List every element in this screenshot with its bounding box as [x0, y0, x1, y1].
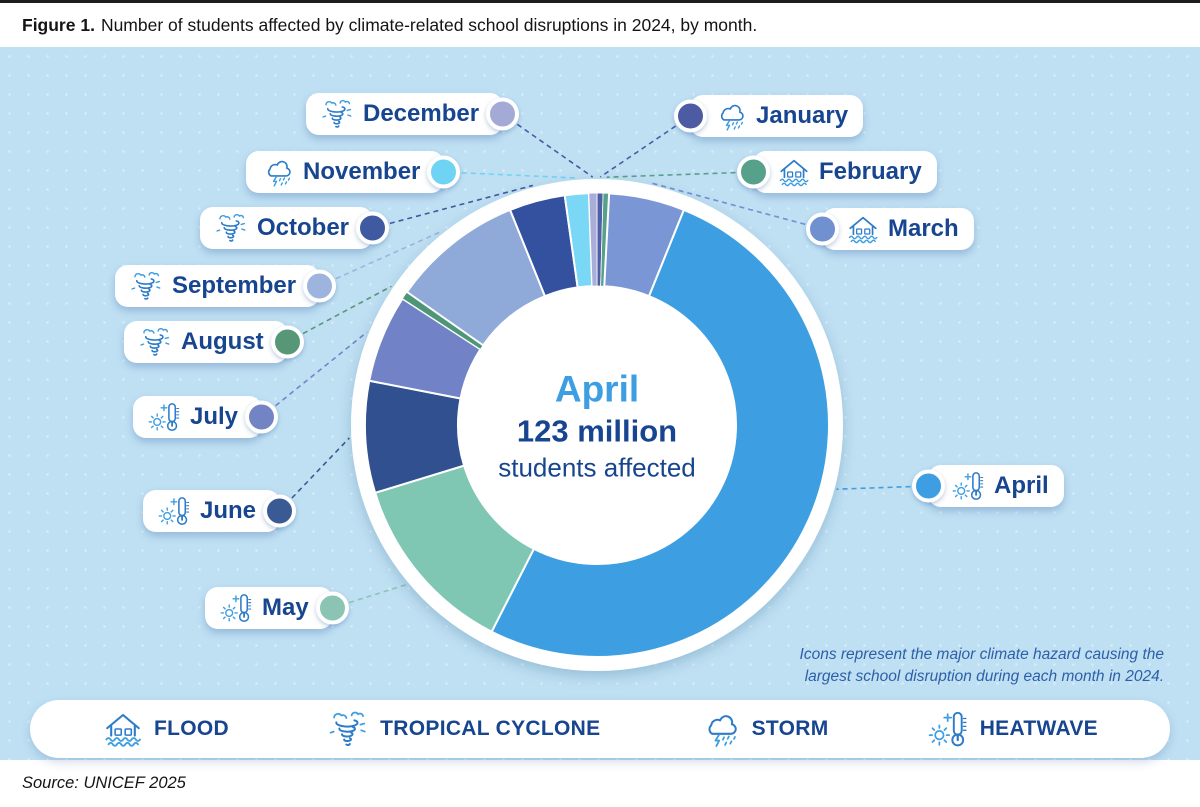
month-label-december: December — [306, 93, 520, 135]
connector-march — [650, 182, 823, 230]
connector-june — [278, 437, 350, 512]
connector-july — [261, 331, 368, 418]
center-month: April — [554, 368, 640, 410]
figure-title-bar: Figure 1. Number of students affected by… — [0, 3, 1200, 47]
center-value: 123 million — [516, 413, 678, 449]
month-label-may: May — [205, 587, 349, 629]
tropical-cyclone-icon — [215, 211, 249, 245]
month-color-dot — [270, 325, 304, 359]
month-label-september: September — [115, 265, 337, 307]
month-name: October — [257, 214, 350, 241]
connector-december — [502, 113, 594, 178]
month-label-january: January — [674, 95, 864, 137]
donut-center-label: April 123 million students affected — [498, 366, 696, 484]
storm-icon — [700, 708, 742, 750]
connector-august — [286, 285, 392, 343]
segment-december — [588, 192, 598, 287]
tropical-cyclone-icon — [139, 325, 173, 359]
infographic-panel: April 123 million students affected Janu… — [0, 47, 1200, 760]
month-name: January — [756, 102, 849, 129]
month-name: February — [819, 158, 922, 185]
flood-icon — [846, 212, 880, 246]
month-color-dot — [263, 494, 297, 528]
figure-title: Number of students affected by climate-r… — [100, 14, 758, 35]
month-color-dot — [245, 400, 279, 434]
legend-item-tropical-cyclone: TROPICAL CYCLONE — [328, 708, 600, 750]
hazard-note: Icons represent the major climate hazard… — [799, 646, 1164, 686]
heatwave-icon — [148, 400, 182, 434]
heatwave-icon — [928, 708, 970, 750]
source-line: Source: UNICEF 2025 — [0, 760, 1200, 807]
legend-bar: FLOOD TROPICAL CYCLONE STORM HEATWAVE — [30, 700, 1170, 758]
month-label-february: February — [737, 151, 937, 193]
month-name: March — [888, 215, 959, 242]
month-color-dot — [806, 212, 839, 246]
legend-item-flood: FLOOD — [102, 708, 229, 750]
tropical-cyclone-icon — [130, 269, 164, 303]
connector-april — [836, 485, 929, 490]
tropical-cyclone-icon — [328, 708, 370, 750]
month-color-dot — [303, 269, 337, 303]
month-name: May — [262, 594, 309, 621]
heatwave-icon — [952, 469, 986, 503]
storm-icon — [714, 99, 748, 133]
month-label-april: April — [912, 465, 1064, 507]
heatwave-icon — [220, 591, 254, 625]
donut-chart — [261, 113, 929, 671]
connector-october — [372, 184, 534, 229]
legend-item-storm: STORM — [700, 708, 829, 750]
month-color-dot — [737, 155, 770, 189]
flood-icon — [102, 708, 144, 750]
month-name: November — [303, 158, 421, 185]
month-color-dot — [912, 469, 945, 503]
month-name: April — [994, 472, 1049, 499]
segment-april — [490, 208, 830, 658]
month-labels-layer: January February March April May June July Augu… — [0, 47, 1200, 760]
figure-number: Figure 1. — [22, 14, 95, 35]
flood-icon — [777, 155, 811, 189]
month-color-dot — [674, 99, 707, 133]
month-color-dot — [315, 591, 349, 625]
month-name: September — [172, 272, 297, 299]
tropical-cyclone-icon — [321, 97, 355, 131]
month-label-march: March — [806, 208, 974, 250]
connector-september — [319, 230, 443, 287]
storm-icon — [261, 155, 295, 189]
month-label-october: October — [200, 207, 390, 249]
month-label-july: July — [133, 396, 279, 438]
month-label-august: August — [124, 321, 304, 363]
center-caption: students affected — [498, 452, 696, 483]
month-color-dot — [486, 97, 520, 131]
month-name: July — [190, 403, 239, 430]
heatwave-icon — [158, 494, 192, 528]
connector-november — [443, 171, 576, 179]
month-name: December — [363, 100, 480, 127]
legend-item-heatwave: HEATWAVE — [928, 708, 1098, 750]
month-label-november: November — [246, 151, 461, 193]
connector-february — [606, 171, 754, 178]
month-name: June — [200, 497, 257, 524]
connector-january — [599, 115, 691, 178]
month-name: August — [181, 328, 264, 355]
month-label-june: June — [143, 490, 297, 532]
month-color-dot — [427, 155, 461, 189]
month-color-dot — [356, 211, 390, 245]
